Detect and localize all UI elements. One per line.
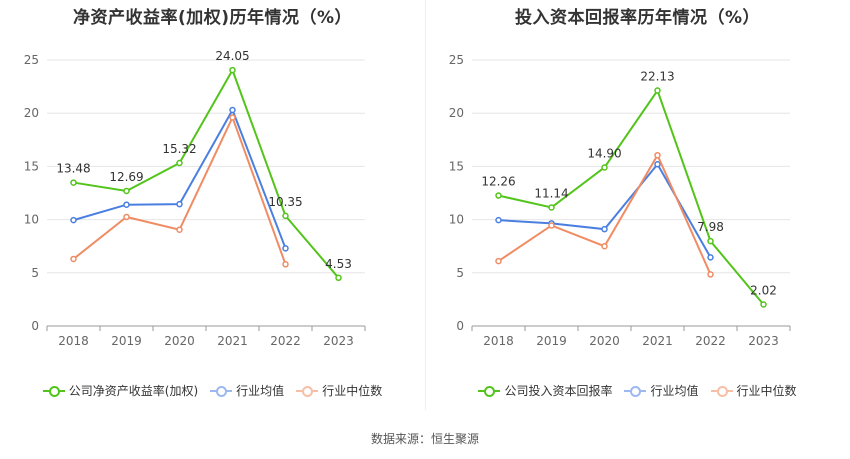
legend-line-blue-icon (210, 385, 233, 397)
y-tick-label: 25 (449, 53, 464, 67)
data-point-company (70, 179, 77, 186)
roe-line-chart: 0 5 10 15 20 25 2018 2019 2020 2021 2022 2023 13.48 1… (24, 49, 366, 348)
x-tick-label: 2021 (642, 334, 673, 348)
data-point-median (654, 151, 661, 159)
data-point-company (654, 87, 661, 94)
y-tick-label: 20 (24, 106, 39, 120)
data-label: 12.69 (109, 170, 143, 184)
data-point-company (495, 192, 502, 199)
data-source-note: 数据来源：恒生聚源 (370, 432, 479, 446)
legend-item-company[interactable]: 公司净资产收益率(加权) (42, 382, 199, 399)
legend: 公司净资产收益率(加权) 行业均值 行业中位数 (0, 382, 425, 399)
roic-line-chart: 0 5 10 15 20 25 2018 2019 2020 2021 2022 2023 12.26 1… (449, 53, 791, 348)
y-tick-label: 25 (24, 53, 39, 67)
data-point-avg (176, 200, 183, 208)
data-point-company (229, 66, 236, 74)
data-point-median (229, 114, 236, 121)
legend-item-avg[interactable]: 行业均值 (210, 382, 284, 399)
x-tick-label: 2023 (748, 334, 779, 348)
legend-line-green-icon (478, 385, 501, 397)
data-label: 14.90 (587, 146, 621, 160)
data-label: 24.05 (215, 49, 249, 63)
data-label: 10.35 (268, 195, 302, 209)
roe-chart-panel: 净资产收益率(加权)历年情况（%） 0 5 10 15 20 25 2018 2019 2020… (0, 0, 425, 420)
data-point-avg (654, 161, 661, 168)
y-tick-label: 5 (456, 266, 464, 280)
y-tick-label: 10 (24, 213, 39, 227)
x-tick-label: 2020 (164, 334, 195, 348)
x-tick-label: 2020 (589, 334, 620, 348)
x-tick-label: 2018 (483, 334, 514, 348)
data-label: 15.32 (162, 142, 196, 156)
x-tick-label: 2022 (270, 334, 301, 348)
legend-label: 行业均值 (236, 384, 285, 398)
data-point-avg (229, 106, 236, 114)
legend: 公司投入资本回报率 行业均值 行业中位数 (425, 382, 850, 399)
data-point-avg (495, 216, 502, 224)
data-point-avg (70, 216, 77, 224)
x-tick-label: 2021 (217, 334, 248, 348)
series-line-company (73, 67, 340, 279)
chart-title: 净资产收益率(加权)历年情况（%） (72, 8, 353, 28)
x-tick-label: 2022 (695, 334, 726, 348)
data-point-median (495, 257, 502, 265)
legend-line-green-icon (42, 385, 65, 397)
data-point-company (282, 212, 289, 220)
legend-label: 行业中位数 (736, 384, 797, 398)
data-label: 22.13 (640, 70, 674, 84)
legend-line-orange-icon (296, 385, 319, 397)
y-tick-label: 10 (449, 213, 464, 227)
data-point-median (123, 213, 130, 221)
legend-item-avg[interactable]: 行业均值 (624, 382, 699, 399)
legend-item-company[interactable]: 公司投入资本回报率 (478, 382, 612, 399)
series-line-median (497, 153, 712, 275)
x-tick-label: 2023 (323, 334, 354, 348)
series-line-median (72, 114, 287, 265)
panel-divider (425, 0, 426, 410)
y-tick-label: 5 (31, 266, 39, 280)
data-point-avg (601, 225, 608, 233)
data-point-company (760, 301, 767, 308)
y-tick-label: 20 (449, 106, 464, 120)
roic-chart-panel: 投入资本回报率历年情况（%） 0 5 10 15 20 25 2018 2019 2020 202… (425, 0, 850, 420)
data-label: 7.98 (697, 220, 724, 234)
x-tick-label: 2019 (536, 334, 567, 348)
x-tick-label: 2018 (58, 334, 89, 348)
chart-title: 投入资本回报率历年情况（%） (514, 8, 761, 28)
data-point-median (601, 242, 608, 250)
data-point-median (707, 271, 714, 278)
legend-item-median[interactable]: 行业中位数 (296, 382, 382, 399)
data-point-avg (123, 201, 130, 208)
legend-label: 行业均值 (650, 384, 699, 398)
data-point-avg (282, 245, 289, 252)
data-label: 12.26 (481, 175, 515, 189)
data-point-median (282, 261, 289, 268)
data-point-company (335, 274, 342, 282)
y-tick-label: 15 (24, 159, 39, 173)
legend-label: 公司投入资本回报率 (504, 384, 613, 398)
data-point-company (707, 237, 714, 245)
data-point-avg (707, 254, 714, 261)
data-point-company (123, 187, 130, 195)
data-point-median (176, 226, 183, 233)
data-label: 11.14 (534, 186, 568, 200)
data-label: 2.02 (750, 284, 777, 298)
data-point-company (548, 204, 555, 211)
data-label: 13.48 (56, 162, 90, 176)
data-point-company (176, 159, 183, 167)
legend-label: 公司净资产收益率(加权) (68, 384, 199, 398)
legend-line-orange-icon (710, 385, 733, 397)
x-tick-label: 2019 (111, 334, 142, 348)
data-point-median (70, 255, 77, 263)
data-point-company (601, 164, 608, 171)
data-label: 4.53 (325, 257, 352, 271)
data-point-median (548, 222, 555, 229)
legend-label: 行业中位数 (322, 384, 383, 398)
y-tick-label: 0 (31, 319, 39, 333)
y-tick-label: 0 (456, 319, 464, 333)
legend-line-blue-icon (624, 385, 647, 397)
legend-item-median[interactable]: 行业中位数 (710, 382, 797, 399)
y-tick-label: 15 (449, 159, 464, 173)
series-line-company (498, 88, 765, 306)
